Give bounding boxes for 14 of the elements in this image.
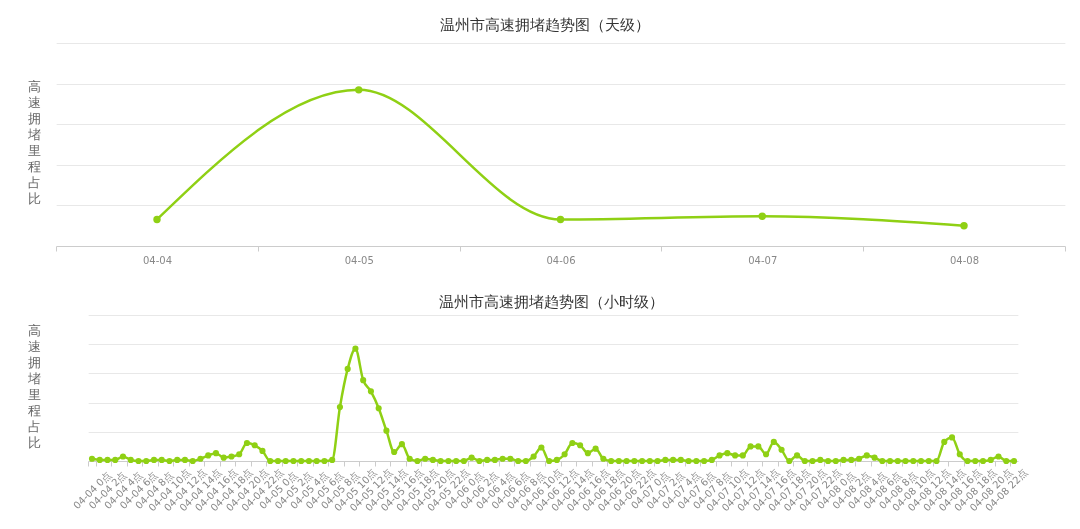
x-tick-label: 04-06 (546, 254, 576, 266)
x-tick-label: 04-08 (949, 254, 980, 266)
chart-title: 温州市高速拥堵趋势图（小时级） (439, 293, 664, 311)
y-axis-title: 高速拥堵里程占比 (27, 322, 41, 450)
chart-title: 温州市高速拥堵趋势图（天级） (439, 16, 650, 34)
point (960, 222, 968, 230)
x-tick-label: 04-07 (748, 254, 778, 266)
point (153, 215, 161, 224)
point (758, 212, 766, 221)
x-tick-label: 04-04 (142, 254, 173, 266)
x-tick-label: 04-05 (344, 254, 374, 266)
point (556, 215, 565, 224)
y-axis-title: 高速拥堵里程占比 (27, 79, 41, 206)
point (355, 86, 363, 94)
